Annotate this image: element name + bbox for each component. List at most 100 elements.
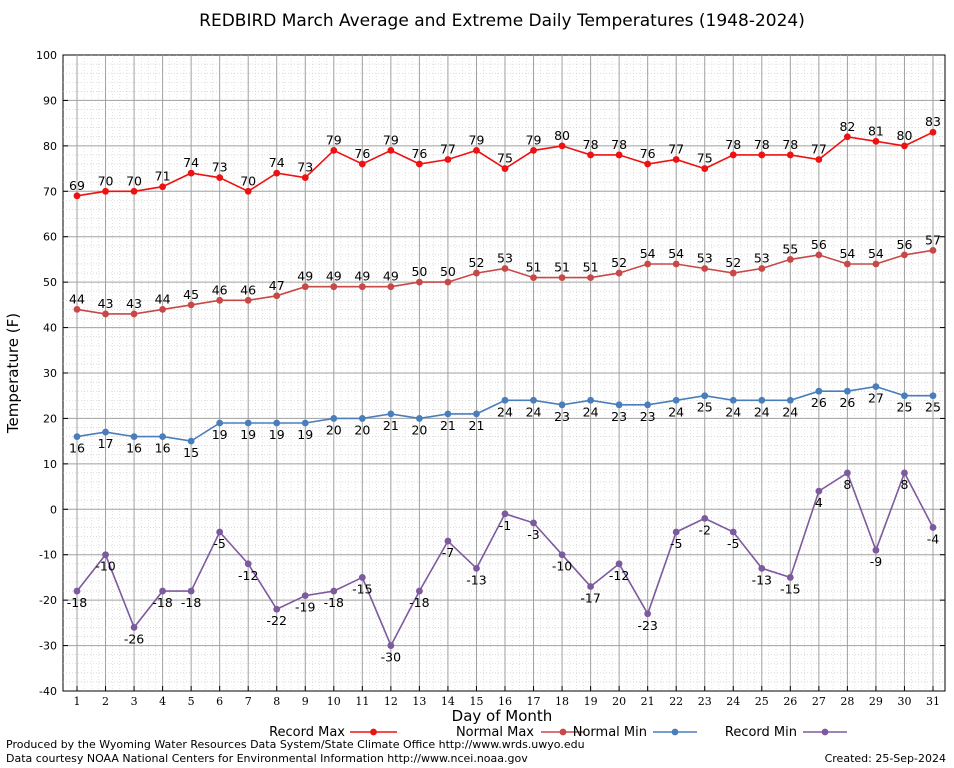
record-max-data-label: 81 <box>868 123 884 138</box>
x-tick-label: 2 <box>102 695 109 708</box>
normal-min-point <box>415 415 423 422</box>
record-max-data-label: 78 <box>583 137 599 152</box>
normal-min-data-label: 24 <box>782 404 798 419</box>
record-min-data-label: -23 <box>637 618 657 633</box>
normal-max-point <box>558 274 566 281</box>
y-tick-label: -40 <box>39 685 57 698</box>
normal-max-point <box>530 274 537 281</box>
normal-min-point <box>615 401 623 409</box>
record-max-data-label: 79 <box>326 132 342 147</box>
record-max-data-label: 77 <box>668 141 684 156</box>
normal-max-data-label: 51 <box>583 260 599 275</box>
x-tick-label: 10 <box>327 695 341 708</box>
x-tick-label: 19 <box>584 695 598 708</box>
normal-min-point <box>244 419 252 427</box>
y-tick-label: 40 <box>43 322 57 335</box>
normal-max-data-label: 44 <box>155 291 171 306</box>
x-tick-label: 24 <box>726 695 740 708</box>
y-tick-label: 80 <box>43 140 57 153</box>
normal-min-data-label: 24 <box>725 404 741 419</box>
normal-max-point <box>672 260 680 268</box>
normal-min-data-label: 24 <box>583 404 599 419</box>
record-min-point <box>615 560 623 568</box>
x-tick-label: 23 <box>698 695 712 708</box>
x-tick-label: 18 <box>555 695 569 708</box>
y-tick-label: 20 <box>43 412 57 425</box>
normal-max-point <box>358 283 366 291</box>
x-tick-label: 11 <box>355 695 369 708</box>
normal-max-data-label: 54 <box>839 246 855 261</box>
record-min-point <box>701 514 709 522</box>
normal-max-data-label: 57 <box>925 232 941 247</box>
chart-title: REDBIRD March Average and Extreme Daily … <box>199 11 805 31</box>
x-tick-label: 29 <box>869 695 883 708</box>
record-max-data-label: 80 <box>897 128 913 143</box>
record-min-point <box>330 587 338 595</box>
normal-min-data-label: 21 <box>469 418 485 433</box>
y-tick-label: 100 <box>36 49 57 62</box>
normal-min-data-label: 16 <box>69 441 85 456</box>
normal-max-point <box>387 283 395 291</box>
record-min-point <box>786 574 794 581</box>
legend-label-normal-max: Normal Max <box>456 725 534 740</box>
x-tick-label: 3 <box>131 695 138 708</box>
normal-max-data-label: 53 <box>697 251 713 266</box>
record-min-data-label: -15 <box>780 581 800 596</box>
record-max-point <box>729 151 737 159</box>
footer-produced-by: Produced by the Wyoming Water Resources … <box>6 738 585 751</box>
record-max-point <box>273 169 281 177</box>
normal-max-data-label: 43 <box>126 296 142 311</box>
normal-min-point <box>558 401 566 409</box>
series: 69 70 70 71 74 73 70 74 73 79 76 79 76 77 79 75 79 80 78 78… <box>67 114 941 664</box>
normal-min-data-label: 21 <box>383 418 399 433</box>
y-tick-label: 30 <box>43 367 57 380</box>
normal-min-point <box>815 387 823 395</box>
record-max-point <box>872 137 880 145</box>
record-max-data-label: 79 <box>469 132 485 147</box>
normal-max-data-label: 51 <box>526 260 542 275</box>
record-min-data-label: -7 <box>442 545 454 560</box>
normal-max-point <box>244 296 252 304</box>
normal-min-point <box>159 433 166 440</box>
normal-max-point <box>701 265 709 272</box>
record-min-data-label: -26 <box>124 631 144 646</box>
normal-min-data-label: 20 <box>411 422 427 437</box>
legend-marker-normal-min <box>671 728 679 736</box>
normal-max-data-label: 52 <box>469 255 485 270</box>
record-min-point <box>644 610 652 618</box>
x-tick-label: 16 <box>498 695 512 708</box>
normal-min-point <box>729 396 737 404</box>
x-tick-label: 7 <box>245 695 252 708</box>
record-min-point <box>587 583 594 590</box>
record-min-point <box>444 537 452 545</box>
x-tick-label: 1 <box>74 695 81 708</box>
record-min-point <box>102 551 109 559</box>
normal-max-point <box>929 246 937 254</box>
normal-min-data-label: 19 <box>297 427 313 442</box>
record-min-point <box>929 524 937 531</box>
x-tick-label: 17 <box>527 695 541 708</box>
record-min-data-label: -3 <box>527 527 539 542</box>
normal-max-data-label: 56 <box>897 237 913 252</box>
record-max-point <box>358 160 366 168</box>
record-min-point <box>187 587 195 595</box>
normal-min-data-label: 19 <box>240 427 256 442</box>
normal-min-point <box>330 415 338 422</box>
record-max-data-label: 69 <box>69 178 85 193</box>
normal-min-point <box>901 392 908 400</box>
record-min-point <box>901 469 908 477</box>
normal-max-point <box>159 306 166 313</box>
normal-max-point <box>444 278 452 286</box>
record-max-data-label: 73 <box>212 160 228 175</box>
normal-max-data-label: 50 <box>411 264 427 279</box>
normal-min-point <box>644 401 652 409</box>
record-max-data-label: 70 <box>98 173 114 188</box>
record-max-data-label: 78 <box>725 137 741 152</box>
normal-max-point <box>216 296 224 304</box>
normal-max-point <box>330 283 338 291</box>
record-min-data-label: 8 <box>900 477 908 492</box>
record-max-point <box>672 156 680 163</box>
normal-max-data-label: 56 <box>811 237 827 252</box>
y-tick-label: -30 <box>39 640 57 653</box>
record-max-data-label: 77 <box>440 141 456 156</box>
